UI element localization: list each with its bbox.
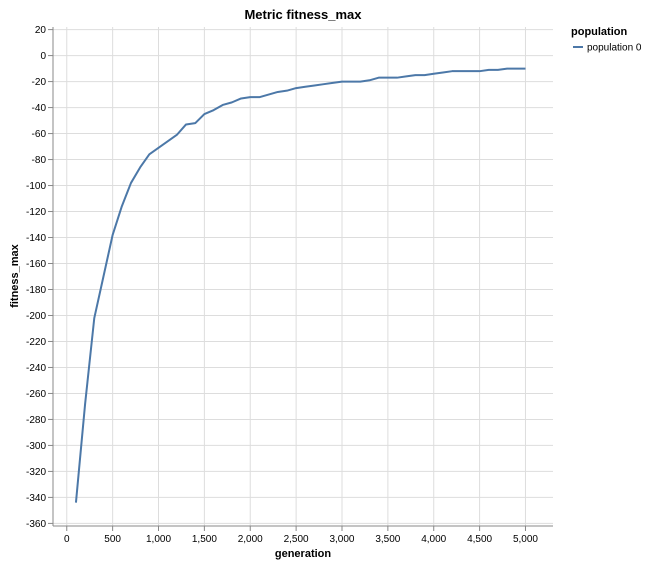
y-tick-label: -240 (26, 363, 46, 374)
y-gridlines (53, 29, 553, 524)
x-tick-label: 4,500 (467, 534, 492, 545)
y-tick-label: -180 (26, 285, 46, 296)
x-tick-label: 4,000 (421, 534, 446, 545)
x-axis: 0 500 1,000 1,500 2,000 2,500 3,000 3,500 4,000 4… (64, 526, 538, 545)
y-tick-label: -340 (26, 493, 46, 504)
y-tick-label: -320 (26, 467, 46, 478)
legend: population population 0 (571, 26, 642, 54)
y-tick-label: 20 (35, 25, 47, 36)
x-tick-label: 2,500 (284, 534, 309, 545)
x-tick-label: 500 (104, 534, 121, 545)
legend-title: population (571, 26, 627, 38)
y-tick-label: -220 (26, 337, 46, 348)
y-tick-label: -60 (32, 129, 47, 140)
y-tick-label: -200 (26, 311, 46, 322)
x-tick-label: 1,500 (192, 534, 217, 545)
x-gridlines (66, 27, 526, 526)
y-tick-label: -80 (32, 155, 47, 166)
x-tick-label: 2,000 (238, 534, 263, 545)
x-tick-label: 3,000 (329, 534, 354, 545)
y-tick-label: -160 (26, 259, 46, 270)
chart-title: Metric fitness_max (244, 7, 362, 22)
y-axis-title: fitness_max (9, 243, 21, 307)
x-tick-label: 0 (64, 534, 70, 545)
series-line (74, 67, 526, 503)
y-tick-label: -140 (26, 233, 46, 244)
y-tick-label: -300 (26, 441, 46, 452)
y-tick-label: -20 (32, 77, 47, 88)
x-tick-label: 3,500 (375, 534, 400, 545)
legend-label: population 0 (587, 43, 642, 54)
y-tick-label: -280 (26, 415, 46, 426)
plot-area (74, 67, 526, 503)
x-axis-title: generation (275, 548, 332, 560)
y-tick-label: -260 (26, 389, 46, 400)
y-tick-label: -120 (26, 207, 46, 218)
y-tick-label: -40 (32, 103, 47, 114)
x-tick-label: 5,000 (513, 534, 538, 545)
x-tick-label: 1,000 (146, 534, 171, 545)
y-tick-label: 0 (40, 51, 46, 62)
y-axis: 20 0 -20 -40 -60 -80 -100 -120 -140 -160 -180 -200 -… (26, 25, 53, 530)
y-tick-label: -360 (26, 519, 46, 530)
y-tick-label: -100 (26, 181, 46, 192)
